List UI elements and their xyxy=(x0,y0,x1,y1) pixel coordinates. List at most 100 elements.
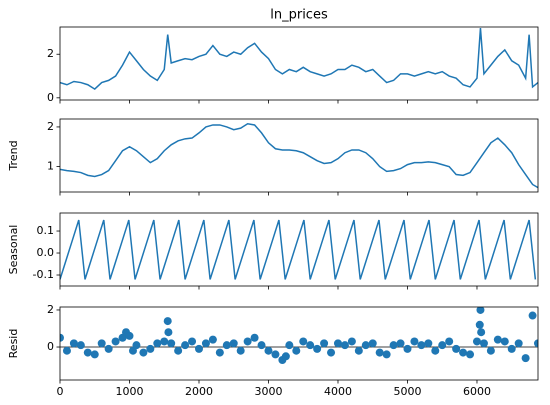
x-tick-label: 6000 xyxy=(463,385,491,398)
resid-point xyxy=(285,341,294,350)
resid-point xyxy=(347,337,356,346)
line xyxy=(60,28,538,91)
panel-frame xyxy=(59,306,539,381)
panel-frame xyxy=(59,212,539,287)
panel-frame xyxy=(59,26,539,101)
resid-point xyxy=(229,339,238,348)
y-axis-label: Resid xyxy=(7,329,20,359)
y-tick-label: 0 xyxy=(47,340,54,353)
resid-point xyxy=(146,344,155,353)
resid-point xyxy=(466,350,475,359)
resid-point xyxy=(292,346,301,355)
y-tick-label: 0.1 xyxy=(37,224,55,237)
resid-point xyxy=(534,339,538,348)
resid-point xyxy=(164,328,173,337)
resid-point xyxy=(69,339,78,348)
resid-point xyxy=(174,346,183,355)
x-tick-label: 5000 xyxy=(393,385,421,398)
y-tick-label: 0 xyxy=(47,91,54,104)
resid-point xyxy=(62,346,71,355)
resid-point xyxy=(477,328,486,337)
panel-frame xyxy=(59,118,539,193)
resid-point xyxy=(327,348,336,357)
resid-point xyxy=(76,341,85,350)
resid-point xyxy=(208,335,217,344)
resid-point xyxy=(250,333,259,342)
resid-point xyxy=(375,348,384,357)
resid-point xyxy=(97,339,106,348)
line xyxy=(60,219,537,280)
resid-point xyxy=(222,341,231,350)
resid-point xyxy=(167,339,176,348)
resid-point xyxy=(243,337,252,346)
resid-point xyxy=(514,339,523,348)
resid-point xyxy=(313,344,322,353)
y-tick-label: 0.0 xyxy=(37,246,55,259)
resid-point xyxy=(153,339,162,348)
resid-point xyxy=(452,344,461,353)
resid-point xyxy=(271,350,280,359)
resid-point xyxy=(111,337,120,346)
y-tick-label: -0.1 xyxy=(33,268,54,281)
resid-point xyxy=(431,346,440,355)
resid-point xyxy=(264,346,273,355)
resid-point xyxy=(194,344,203,353)
resid-point xyxy=(125,331,134,340)
resid-point xyxy=(368,339,377,348)
resid-point xyxy=(403,344,412,353)
resid-point xyxy=(396,339,405,348)
resid-point xyxy=(333,339,342,348)
x-tick-label: 3000 xyxy=(254,385,282,398)
resid-point xyxy=(438,341,447,350)
x-tick-label: 4000 xyxy=(324,385,352,398)
resid-point xyxy=(410,337,419,346)
resid-point xyxy=(90,350,99,359)
x-tick-label: 2000 xyxy=(185,385,213,398)
y-tick-label: 1 xyxy=(47,160,54,173)
resid-point xyxy=(500,337,509,346)
resid-point xyxy=(281,352,290,361)
resid-point xyxy=(417,341,426,350)
x-tick-label: 1000 xyxy=(115,385,143,398)
resid-point xyxy=(472,337,481,346)
x-tick-label: 0 xyxy=(57,385,64,398)
resid-point xyxy=(257,341,266,350)
resid-point xyxy=(132,341,141,350)
resid-point xyxy=(181,341,190,350)
resid-point xyxy=(104,344,113,353)
resid-point xyxy=(201,339,210,348)
resid-point xyxy=(521,354,530,363)
resid-point xyxy=(299,337,308,346)
resid-point xyxy=(479,339,488,348)
resid-point xyxy=(188,337,197,346)
resid-point xyxy=(459,348,468,357)
chart-title: ln_prices xyxy=(270,8,328,23)
resid-point xyxy=(528,311,537,320)
y-tick-label: 2 xyxy=(47,47,54,60)
resid-point xyxy=(160,337,169,346)
resid-point xyxy=(475,320,484,329)
resid-point xyxy=(340,341,349,350)
resid-point xyxy=(354,346,363,355)
resid-point xyxy=(215,348,224,357)
y-tick-label: 2 xyxy=(47,303,54,316)
resid-point xyxy=(382,350,391,359)
resid-point xyxy=(320,339,329,348)
resid-point xyxy=(306,341,315,350)
line xyxy=(60,122,538,189)
resid-point xyxy=(361,341,370,350)
y-axis-label: Trend xyxy=(7,140,20,171)
resid-point xyxy=(60,333,64,342)
resid-point xyxy=(389,341,398,350)
resid-point xyxy=(486,346,495,355)
resid-point xyxy=(507,344,516,353)
y-tick-label: 2 xyxy=(47,120,54,133)
resid-point xyxy=(83,348,92,357)
y-axis-label: Seasonal xyxy=(7,225,20,275)
resid-point xyxy=(493,335,502,344)
resid-point xyxy=(445,337,454,346)
resid-point xyxy=(236,346,245,355)
resid-point xyxy=(476,307,485,314)
resid-point xyxy=(424,339,433,348)
